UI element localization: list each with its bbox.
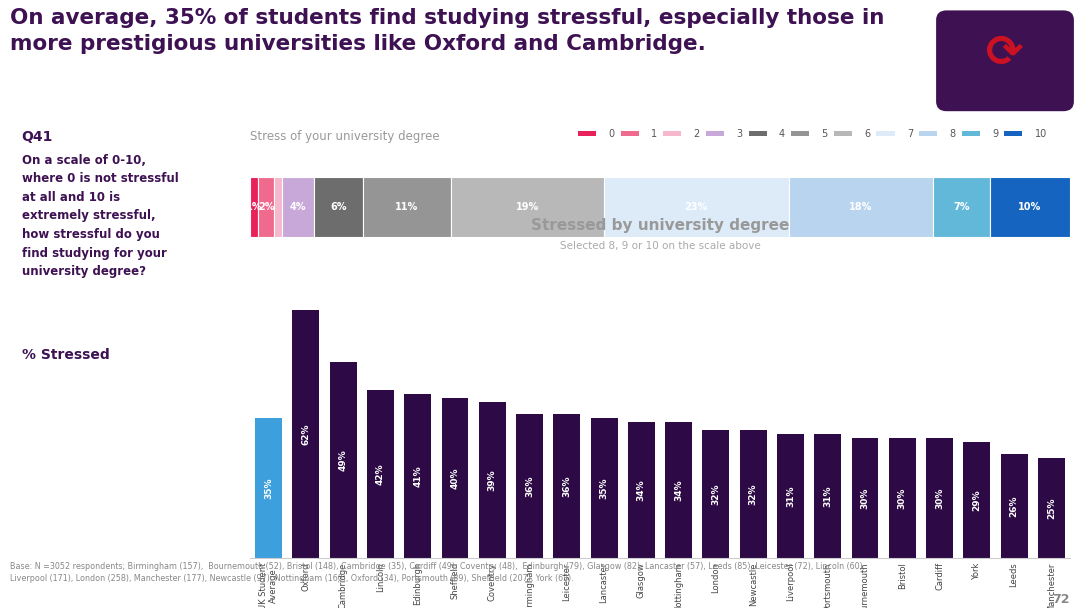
Text: Base: N =3052 respondents; Birmingham (157),  Bournemouth (52), Bristol (148), C: Base: N =3052 respondents; Birmingham (1… (10, 562, 865, 583)
Text: 34%: 34% (637, 479, 646, 501)
Bar (748, 131, 767, 136)
Bar (706, 131, 724, 136)
Text: Stressed by university degree: Stressed by university degree (530, 218, 789, 232)
Bar (258, 178, 274, 237)
Bar (962, 131, 980, 136)
Text: 32%: 32% (748, 483, 758, 505)
Bar (329, 362, 356, 558)
Text: 10: 10 (1035, 129, 1047, 139)
Bar (665, 422, 692, 558)
Bar (852, 438, 878, 558)
Text: 2%: 2% (258, 202, 274, 212)
Text: 41%: 41% (414, 465, 422, 487)
Text: 30%: 30% (935, 488, 944, 509)
Text: 40%: 40% (450, 468, 459, 489)
Text: 49%: 49% (339, 449, 348, 471)
Bar (814, 434, 841, 558)
Text: 30%: 30% (861, 488, 869, 509)
Bar (919, 131, 937, 136)
Text: % Stressed: % Stressed (22, 348, 109, 362)
Text: 29%: 29% (972, 489, 982, 511)
Bar (404, 394, 431, 558)
Bar (702, 430, 729, 558)
Text: 8: 8 (949, 129, 956, 139)
Text: 1: 1 (651, 129, 657, 139)
Text: 23%: 23% (685, 202, 707, 212)
Text: 5: 5 (822, 129, 827, 139)
Text: 10%: 10% (1018, 202, 1041, 212)
Text: 6: 6 (864, 129, 870, 139)
Text: 72: 72 (1053, 593, 1070, 606)
Text: 19%: 19% (516, 202, 539, 212)
Text: 4%: 4% (291, 202, 307, 212)
Bar (1038, 458, 1065, 558)
Text: 7: 7 (907, 129, 913, 139)
Bar (604, 178, 788, 237)
Bar (933, 178, 989, 237)
Text: 0: 0 (608, 129, 615, 139)
Text: 35%: 35% (599, 477, 609, 499)
Bar (792, 131, 809, 136)
Text: 31%: 31% (823, 485, 833, 506)
Bar (442, 398, 469, 558)
Bar (740, 430, 767, 558)
Bar (621, 131, 638, 136)
Bar (578, 131, 596, 136)
Text: 62%: 62% (301, 423, 310, 444)
Text: 32%: 32% (712, 483, 720, 505)
Bar (293, 310, 320, 558)
Bar (963, 442, 990, 558)
Bar (1004, 131, 1023, 136)
Bar (249, 178, 258, 237)
FancyBboxPatch shape (936, 10, 1074, 111)
Text: 31%: 31% (786, 485, 795, 506)
Text: 6%: 6% (330, 202, 347, 212)
Text: 4: 4 (779, 129, 785, 139)
Bar (367, 390, 394, 558)
Bar (478, 402, 505, 558)
Text: 34%: 34% (674, 479, 684, 501)
Text: On average, 35% of students find studying stressful, especially those in
more pr: On average, 35% of students find studyin… (10, 8, 885, 54)
Bar (877, 131, 894, 136)
Bar (889, 438, 916, 558)
Text: On a scale of 0-10,
where 0 is not stressful
at all and 10 is
extremely stressfu: On a scale of 0-10, where 0 is not stres… (22, 154, 178, 278)
Bar (255, 418, 282, 558)
Text: 35%: 35% (265, 477, 273, 499)
Text: 36%: 36% (563, 475, 571, 497)
Text: 26%: 26% (1010, 496, 1018, 517)
Text: 39%: 39% (488, 469, 497, 491)
Text: NatWest: NatWest (975, 100, 1035, 114)
Bar (777, 434, 804, 558)
Text: 11%: 11% (395, 202, 418, 212)
Bar (591, 418, 618, 558)
Bar (451, 178, 604, 237)
Text: 42%: 42% (376, 463, 384, 485)
Text: 3: 3 (737, 129, 742, 139)
Text: ⟳: ⟳ (986, 32, 1024, 75)
Text: Selected 8, 9 or 10 on the scale above: Selected 8, 9 or 10 on the scale above (559, 241, 760, 250)
Bar (788, 178, 933, 237)
Text: 2: 2 (693, 129, 700, 139)
Text: 1%: 1% (246, 202, 262, 212)
Bar (363, 178, 451, 237)
Bar (282, 178, 314, 237)
Text: 18%: 18% (849, 202, 873, 212)
Bar (314, 178, 363, 237)
Bar (663, 131, 681, 136)
Text: Stress of your university degree: Stress of your university degree (249, 130, 440, 143)
Text: 36%: 36% (525, 475, 534, 497)
Bar (989, 178, 1070, 237)
Bar (627, 422, 654, 558)
Text: 25%: 25% (1047, 497, 1056, 519)
Text: 30%: 30% (897, 488, 907, 509)
Bar (927, 438, 953, 558)
Text: 7%: 7% (954, 202, 970, 212)
Text: 9: 9 (993, 129, 998, 139)
Text: Q41: Q41 (22, 130, 53, 144)
Bar (553, 414, 580, 558)
Bar (1001, 454, 1027, 558)
Bar (274, 178, 282, 237)
Bar (516, 414, 543, 558)
Bar (834, 131, 852, 136)
